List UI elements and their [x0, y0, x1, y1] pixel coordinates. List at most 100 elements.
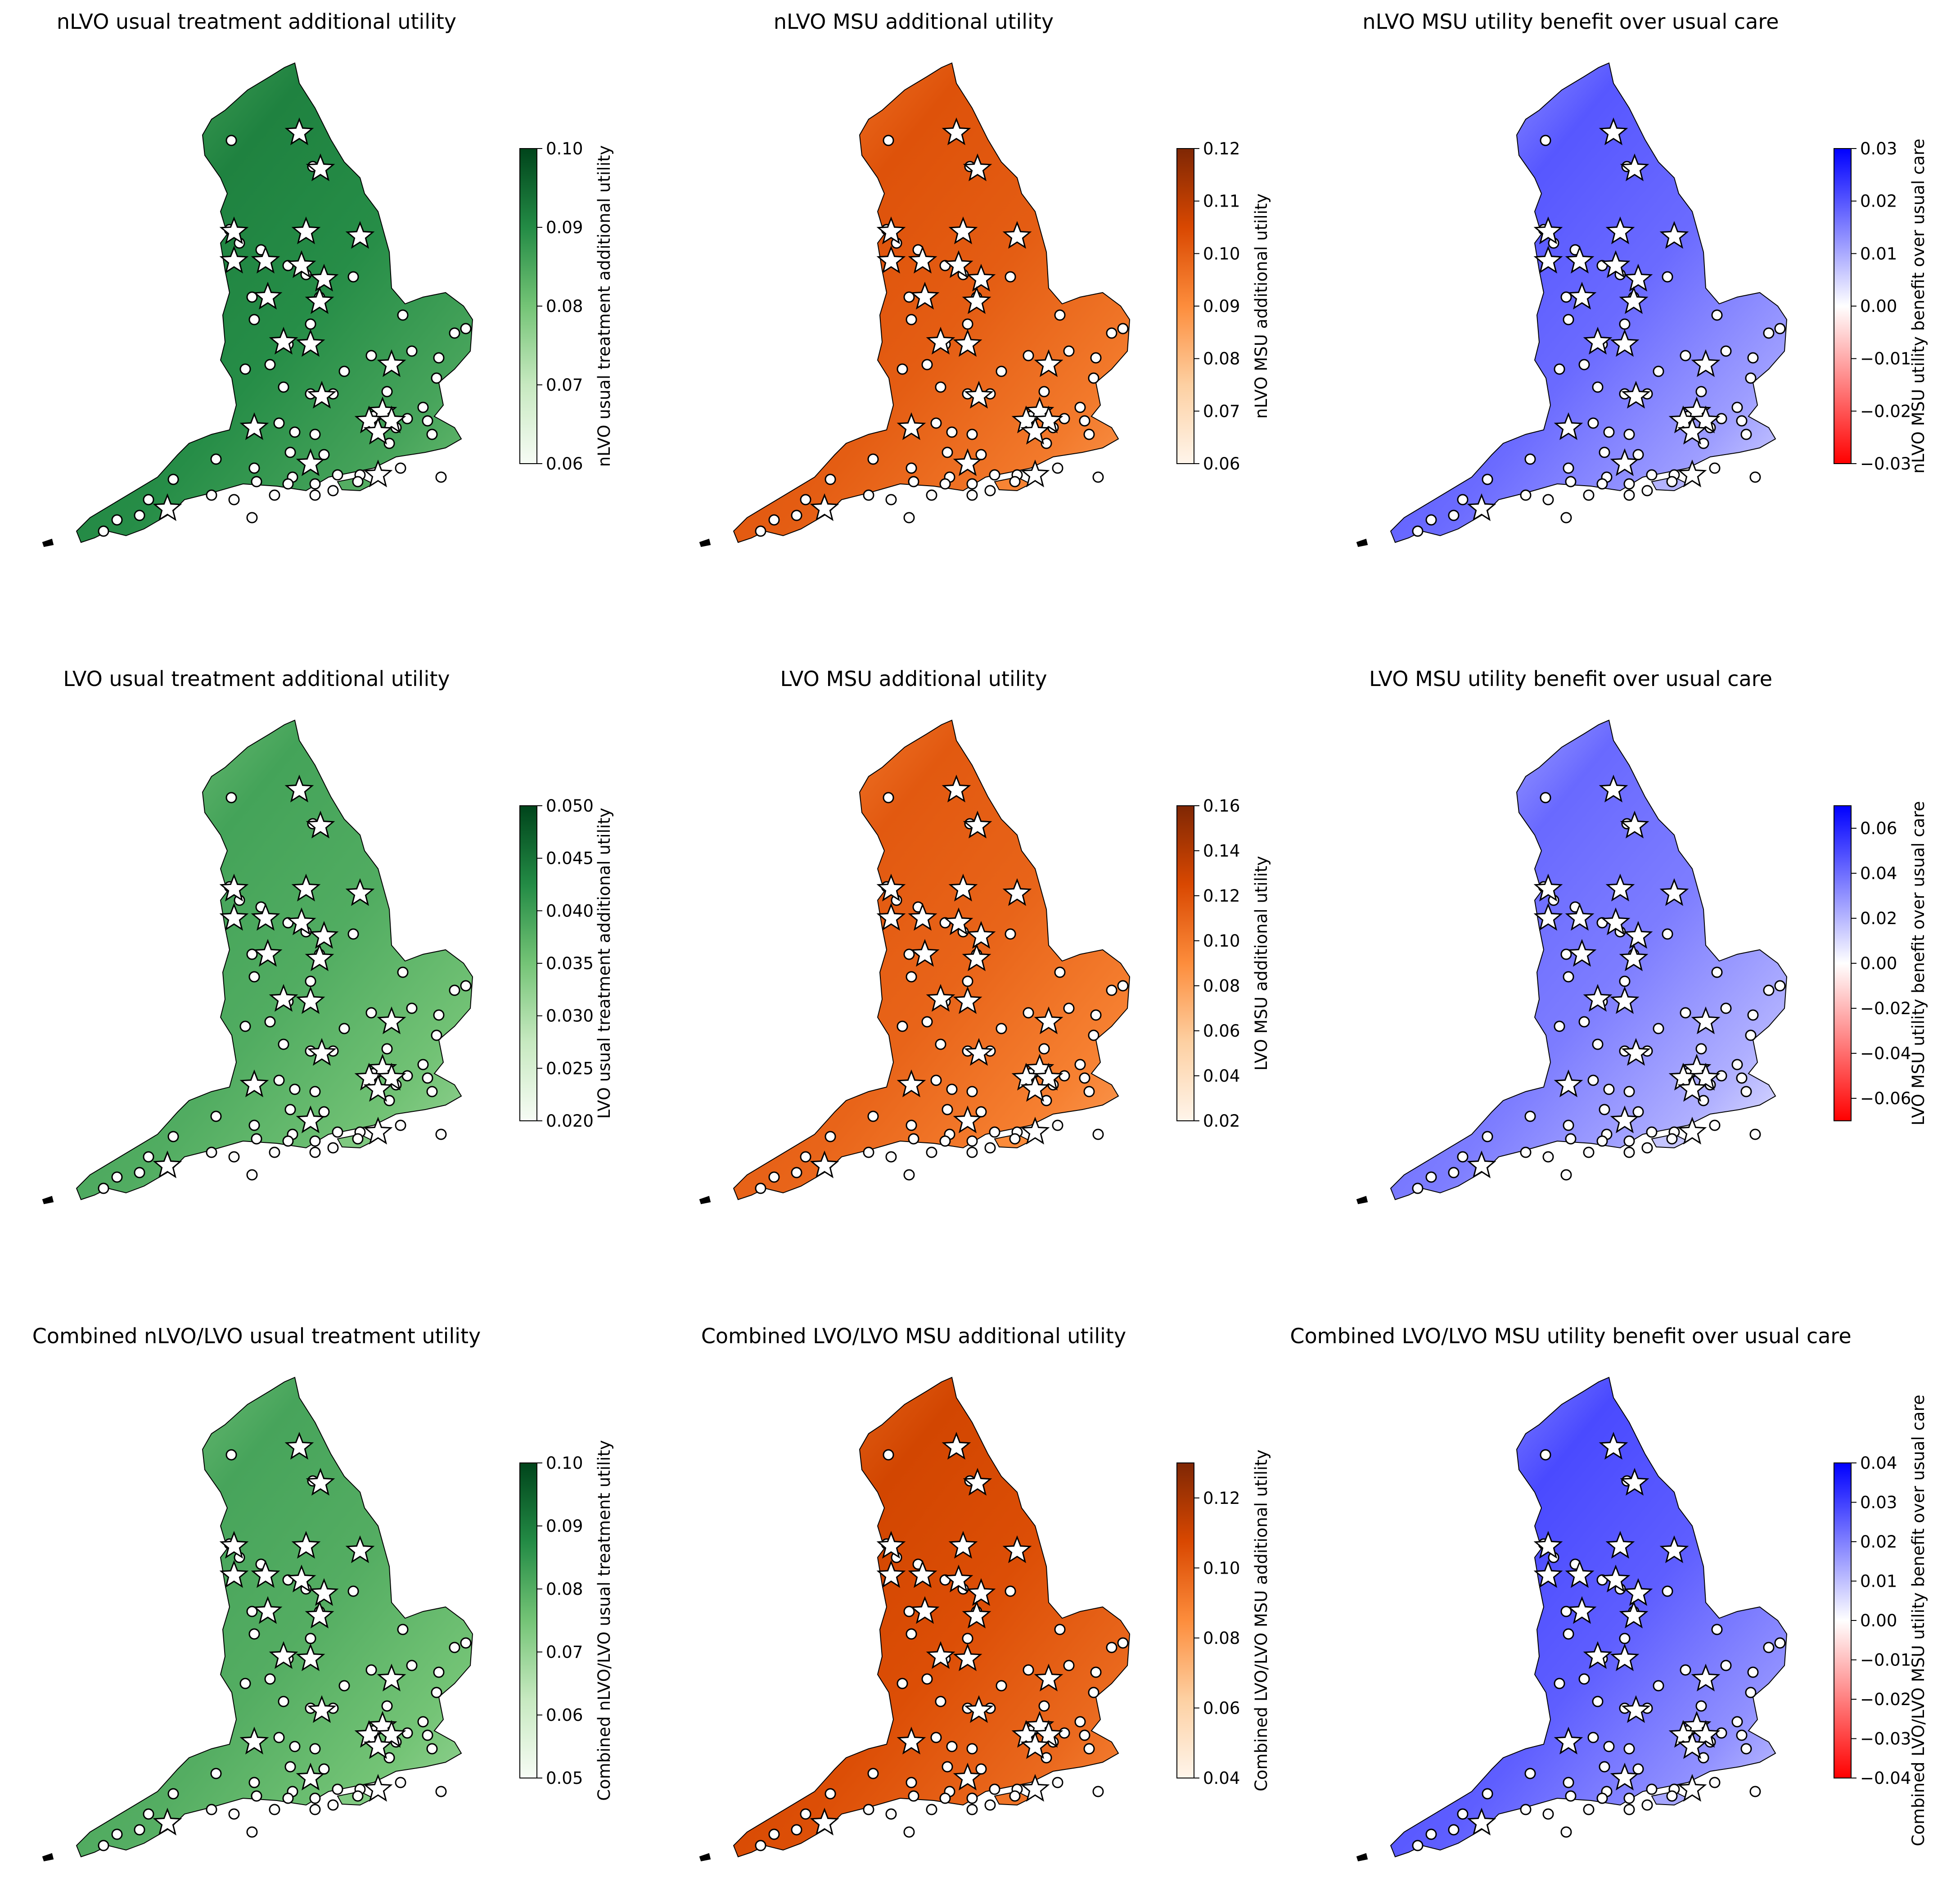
hospital-marker	[395, 462, 406, 474]
msu-base-star	[309, 263, 339, 292]
msu-base-star	[1691, 1006, 1721, 1034]
hospital-marker	[903, 948, 915, 960]
hospital-marker	[1412, 1840, 1424, 1851]
msu-base-star	[1619, 286, 1649, 314]
colorbar-tick-label: 0.01	[1860, 244, 1897, 263]
msu-base-star	[284, 1431, 314, 1460]
hospital-marker	[1599, 447, 1610, 458]
colorbar-tick-label: 0.00	[1860, 954, 1897, 973]
colorbar-label: nLVO MSU additional utility	[1252, 194, 1271, 419]
msu-base-star	[1659, 878, 1689, 906]
colorbar	[1176, 1462, 1194, 1778]
colorbar	[1834, 1462, 1852, 1778]
hospital-marker	[309, 1086, 321, 1097]
hospital-marker	[248, 1628, 260, 1640]
isles-of-scilly	[1356, 538, 1368, 547]
colorbar-label: Combined LVO/LVO MSU additional utility	[1252, 1449, 1271, 1792]
hospital-marker	[98, 1840, 109, 1851]
hospital-marker	[406, 345, 418, 357]
hospital-marker	[1074, 1059, 1086, 1070]
msu-base-star	[910, 281, 940, 310]
hospital-marker	[1698, 438, 1709, 449]
msu-base-star	[876, 873, 906, 902]
msu-base-star	[1605, 216, 1635, 244]
hospital-marker	[365, 1007, 377, 1019]
hospital-marker	[397, 309, 409, 321]
hospital-marker	[309, 429, 321, 440]
hospital-marker	[867, 1768, 879, 1779]
msu-base-star	[296, 448, 325, 476]
hospital-marker	[1524, 453, 1536, 465]
map-panel: Combined LVO/LVO MSU additional utility 0…	[699, 1324, 1271, 1862]
hospital-marker	[1641, 1142, 1653, 1154]
colorbar-tick-label: 0.05	[546, 1769, 583, 1788]
hospital-marker	[1731, 1716, 1743, 1728]
hospital-marker	[143, 494, 154, 505]
hospital-marker	[903, 291, 915, 303]
hospital-marker	[867, 1110, 879, 1122]
hospital-marker	[338, 1680, 350, 1692]
msu-base-star	[966, 1578, 996, 1606]
hospital-marker	[401, 1070, 413, 1082]
hospital-marker	[1632, 1106, 1644, 1118]
msu-base-star	[1533, 873, 1563, 902]
colorbar-label: LVO usual treatment additional utility	[595, 808, 614, 1119]
panel-title: LVO MSU additional utility	[780, 667, 1047, 691]
hospital-marker	[939, 1135, 951, 1147]
hospital-marker	[1448, 1167, 1460, 1178]
hospital-marker	[1005, 1585, 1016, 1597]
msu-base-star	[1621, 1695, 1651, 1723]
hospital-marker	[791, 1824, 802, 1836]
colorbar	[519, 1462, 537, 1778]
colorbar-tick-label: 0.06	[546, 454, 583, 474]
hospital-marker	[1457, 494, 1469, 505]
colorbar-tick-label: 0.04	[1860, 1453, 1897, 1473]
hospital-marker	[111, 1828, 123, 1840]
hospital-marker	[289, 1741, 301, 1752]
colorbar-tick-label: 0.08	[546, 1580, 583, 1599]
isles-of-scilly	[1356, 1853, 1368, 1862]
hospital-marker	[1412, 1182, 1424, 1194]
hospital-marker	[433, 1009, 445, 1021]
msu-base-star	[953, 448, 982, 476]
isles-of-scilly	[699, 1196, 711, 1205]
hospital-marker	[897, 1678, 908, 1689]
hospital-marker	[1623, 1146, 1635, 1158]
colorbar-tick-label: 0.00	[1860, 297, 1897, 316]
hospital-marker	[239, 363, 251, 375]
hospital-marker	[1736, 1072, 1748, 1084]
msu-base-star	[269, 326, 298, 355]
msu-base-star	[345, 1535, 375, 1563]
hospital-marker	[1542, 1808, 1554, 1820]
msu-base-star	[1601, 1564, 1631, 1593]
hospital-marker	[309, 1146, 321, 1158]
hospital-marker	[305, 975, 316, 987]
hospital-marker	[1662, 928, 1673, 940]
msu-base-star	[926, 984, 955, 1012]
colorbar-tick-label: 0.050	[546, 796, 594, 816]
hospital-marker	[1565, 1133, 1577, 1145]
hospital-marker	[966, 1804, 978, 1815]
hospital-marker	[1583, 1146, 1595, 1158]
msu-base-star	[1619, 1600, 1649, 1629]
hospital-marker	[1749, 1128, 1761, 1140]
hospital-marker	[883, 135, 894, 146]
msu-base-star	[1533, 903, 1563, 931]
hospital-marker	[395, 1119, 406, 1131]
hospital-marker	[906, 1628, 917, 1640]
hospital-marker	[143, 1151, 154, 1163]
colorbar-tick-label: 0.025	[546, 1059, 594, 1078]
hospital-marker	[134, 1167, 145, 1178]
msu-base-star	[964, 1695, 994, 1723]
hospital-marker	[930, 1732, 942, 1743]
hospital-marker	[248, 314, 260, 325]
msu-base-star	[908, 1560, 937, 1588]
hospital-marker	[246, 512, 258, 524]
hospital-marker	[867, 453, 879, 465]
hospital-marker	[381, 1043, 393, 1055]
colorbar-tick-label: 0.04	[1860, 864, 1897, 883]
msu-base-star	[153, 1807, 182, 1836]
hospital-marker	[1563, 1777, 1574, 1788]
hospital-marker	[1092, 1786, 1104, 1797]
hospital-marker	[327, 1799, 339, 1811]
